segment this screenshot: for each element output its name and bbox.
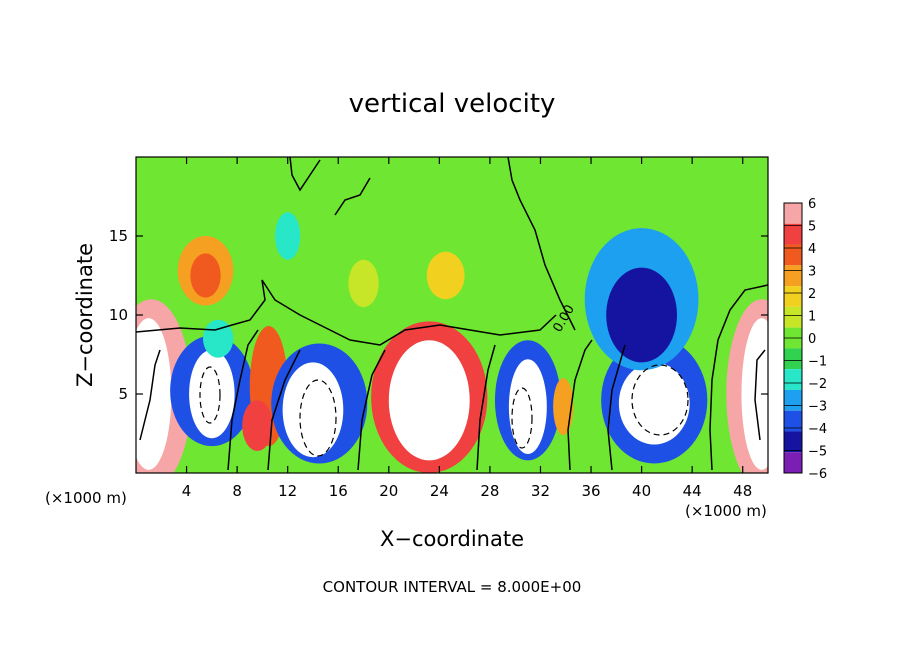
x-axis-label: X−coordinate bbox=[380, 527, 524, 551]
colorbar-tick-label: −6 bbox=[808, 467, 827, 482]
colorbar-tick-label: −5 bbox=[808, 445, 827, 460]
field-region bbox=[282, 362, 344, 458]
x-tick-label: 4 bbox=[182, 482, 192, 500]
x-tick-label: 24 bbox=[430, 482, 449, 500]
x-tick-label: 20 bbox=[379, 482, 398, 500]
y-axis-unit: (×1000 m) bbox=[45, 489, 127, 507]
colorbar-tick-label: −4 bbox=[808, 422, 827, 437]
colorbar-swatch bbox=[784, 203, 802, 224]
x-axis: 4 8 12 16 20 24 28 32 36 40 44 48 bbox=[182, 157, 752, 500]
x-tick-label: 16 bbox=[329, 482, 348, 500]
colorbar-tick-label: −3 bbox=[808, 400, 827, 415]
colorbar-swatch bbox=[784, 369, 802, 390]
colorbar-swatch bbox=[784, 244, 802, 266]
field-region bbox=[606, 267, 677, 363]
negative-contours bbox=[199, 364, 689, 457]
field-region bbox=[348, 259, 379, 308]
contour-lines bbox=[136, 157, 768, 471]
colorbar-tick-label: 0 bbox=[808, 332, 816, 347]
colorbar-tick-label: 5 bbox=[808, 220, 816, 235]
colorbar-tick-label: 6 bbox=[808, 197, 816, 212]
field-region bbox=[388, 340, 470, 461]
colorbar-swatch bbox=[784, 452, 802, 473]
colorbar-swatch bbox=[784, 410, 802, 432]
x-tick-label: 48 bbox=[733, 482, 752, 500]
colorbar-tick-label: 3 bbox=[808, 265, 816, 280]
y-axis-label: Z−coordinate bbox=[73, 243, 97, 387]
colorbar-tick-label: 1 bbox=[808, 310, 816, 325]
colorbar-tick-label: −2 bbox=[808, 377, 827, 392]
field-region bbox=[136, 318, 172, 470]
field-region bbox=[426, 251, 465, 300]
plot-area bbox=[136, 157, 768, 473]
colorbar-swatch bbox=[784, 223, 802, 245]
field-region bbox=[190, 253, 221, 298]
colorbar: 6 5 4 3 2 1 0 −1 −2 −3 −4 −5 −6 bbox=[783, 197, 827, 482]
colorbar-swatch bbox=[784, 348, 802, 370]
x-axis-unit: (×1000 m) bbox=[685, 502, 767, 520]
colorbar-tick-label: 4 bbox=[808, 242, 816, 257]
x-tick-label: 12 bbox=[278, 482, 297, 500]
colorbar-swatch bbox=[784, 431, 802, 453]
y-tick-label: 10 bbox=[109, 306, 128, 324]
y-tick-label: 15 bbox=[109, 227, 128, 245]
field-region bbox=[553, 378, 574, 436]
field-region bbox=[242, 400, 273, 451]
x-tick-label: 32 bbox=[531, 482, 550, 500]
x-tick-label: 28 bbox=[480, 482, 499, 500]
colorbar-swatch bbox=[784, 286, 802, 307]
field-region bbox=[618, 362, 690, 445]
x-tick-label: 36 bbox=[581, 482, 600, 500]
colorbar-tick-label: 2 bbox=[808, 287, 816, 302]
colorbar-tick-label: −1 bbox=[808, 355, 827, 370]
colorbar-swatch bbox=[784, 389, 802, 411]
x-tick-label: 8 bbox=[232, 482, 242, 500]
chart-title: vertical velocity bbox=[349, 89, 556, 119]
x-tick-label: 44 bbox=[683, 482, 702, 500]
colorbar-swatch bbox=[784, 265, 802, 287]
field-region bbox=[189, 349, 235, 439]
contour-interval-note: CONTOUR INTERVAL = 8.000E+00 bbox=[323, 578, 582, 596]
y-axis: 5 10 15 bbox=[109, 227, 768, 403]
field-region bbox=[275, 212, 301, 260]
y-tick-label: 5 bbox=[118, 385, 128, 403]
field-region bbox=[508, 359, 547, 455]
colorbar-swatch bbox=[784, 306, 802, 328]
x-tick-label: 40 bbox=[632, 482, 651, 500]
